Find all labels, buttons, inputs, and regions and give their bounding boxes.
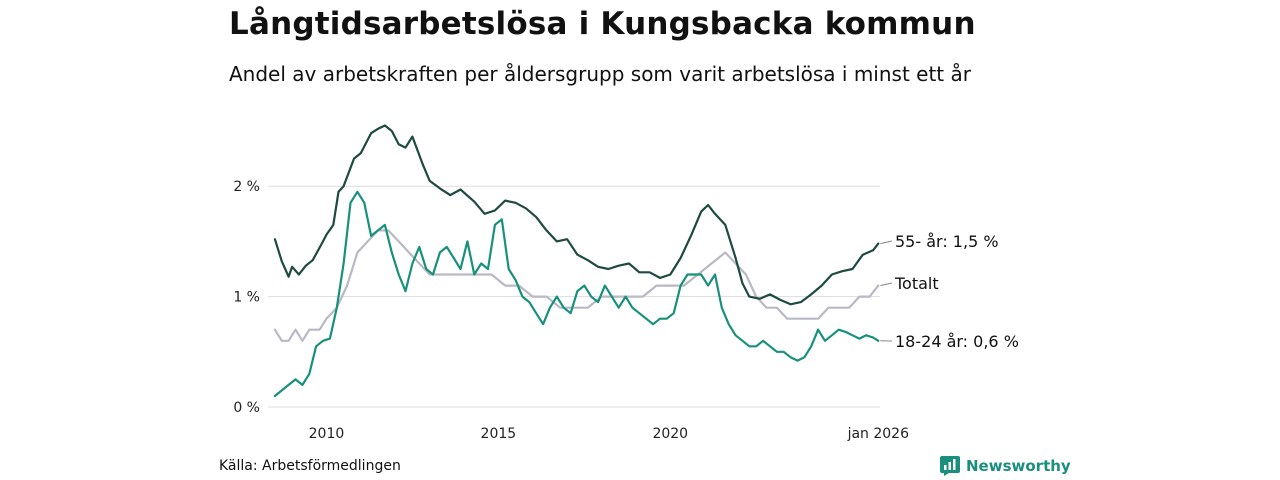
series-line-1 (273, 229, 880, 342)
y-tick-label: 2 % (233, 179, 260, 195)
line-chart: 0 % 1 % 2 % 2010 2015 2020 jan 2026 55- år: 1… (233, 124, 1019, 442)
x-tick-label: 2010 (309, 426, 345, 442)
chart-title: Långtidsarbetslösa i Kungsbacka kommun (229, 6, 976, 42)
newsworthy-logo-icon (940, 456, 960, 476)
series-label-2: 18-24 år: 0,6 % (895, 332, 1019, 351)
source-note: Källa: Arbetsförmedlingen (219, 458, 401, 474)
series-label-1: Totalt (894, 274, 939, 293)
y-tick-label: 1 % (233, 290, 260, 306)
x-tick-label: jan 2026 (847, 426, 910, 442)
x-tick-label: 2020 (652, 426, 688, 442)
x-axis-ticks: 2010 2015 2020 jan 2026 (309, 426, 909, 442)
series-line-2 (273, 190, 880, 398)
series-lines (273, 124, 880, 398)
brand-logo[interactable]: Newsworthy (940, 456, 1071, 476)
x-tick-label: 2015 (481, 426, 517, 442)
label-connector-0 (880, 240, 893, 245)
series-end-labels: 55- år: 1,5 % Totalt 18-24 år: 0,6 % (880, 232, 1019, 351)
chart-subtitle: Andel av arbetskraften per åldersgrupp s… (229, 62, 971, 86)
series-label-0: 55- år: 1,5 % (895, 232, 999, 251)
brand-name: Newsworthy (966, 457, 1071, 475)
grid-lines (268, 185, 880, 408)
y-axis-ticks: 0 % 1 % 2 % (233, 179, 260, 416)
y-tick-label: 0 % (233, 400, 260, 416)
series-line-0 (273, 124, 880, 306)
label-connector-1 (880, 282, 893, 287)
